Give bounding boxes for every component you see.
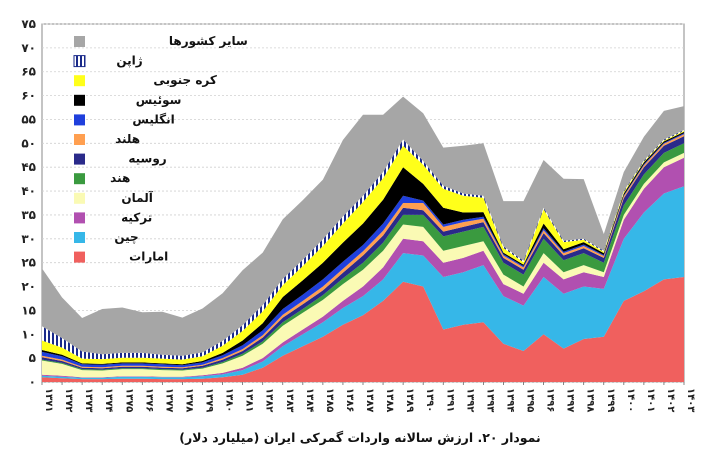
x-tick-label: ۱۴۰۰ [625,388,636,412]
x-tick-label: ۱۴۰۲ [665,388,676,412]
x-tick-label: ۱۳۸۴ [304,388,315,412]
legend-label: سایر کشورها [169,34,248,49]
x-tick-label: ۱۳۷۴ [103,388,114,412]
x-tick-label: ۱۳۷۵ [123,388,134,412]
y-tick-label: ۷۵ [21,17,36,31]
y-tick-label: ۲۵ [21,256,36,270]
legend-label: روسیه [128,152,166,167]
y-tick-label: ۳۰ [21,232,36,246]
series-area [42,277,684,382]
x-tick-label: ۱۳۹۶ [545,388,556,412]
x-tick-label: ۱۳۹۰ [424,388,435,412]
legend-label: امارات [129,250,168,264]
x-tick-label: ۱۳۸۹ [404,388,415,412]
x-tick-label: ۱۳۹۸ [585,388,596,412]
x-tick-label: ۱۳۹۷ [565,388,576,412]
chart-caption: نمودار ۲۰. ارزش سالانه واردات گمرکی ایرا… [179,430,541,445]
x-tick-label: ۱۳۸۱ [244,388,255,412]
x-tick-label: ۱۳۷۱ [43,388,54,412]
x-tick-label: ۱۳۹۱ [444,388,455,412]
legend-swatch [74,173,85,185]
y-tick-label: ۱۰ [21,327,36,341]
x-tick-label: ۱۳۷۸ [183,388,194,412]
legend-label: آلمان [121,190,153,205]
y-tick-label: ۶۵ [21,65,36,79]
legend-label: ژاپن [116,54,142,68]
legend-swatch [74,36,85,47]
series-areas [42,96,684,382]
x-tick-label: ۱۳۹۳ [484,388,495,412]
legend-swatch [74,134,85,145]
legend-label: هند [110,171,130,185]
x-tick-label: ۱۳۸۸ [384,388,395,412]
y-tick-label: ۴۰ [21,184,36,198]
y-tick-label: ۳۵ [21,208,36,222]
y-tick-label: ۷۰ [21,41,36,55]
series-area [42,143,684,371]
legend-swatch [74,232,85,243]
x-tick-label: ۱۳۷۷ [163,388,174,412]
x-tick-label: ۱۳۹۵ [525,388,536,412]
y-tick-label: ۰ [29,375,36,389]
y-tick-label: ۵۵ [21,112,36,126]
y-tick-label: ۵ [29,351,36,365]
x-tick-label: ۱۳۸۲ [264,388,275,412]
legend-label: سوئیس [136,93,182,108]
legend-label: انگلیس [132,112,174,126]
x-tick-label: ۱۳۷۲ [63,388,74,412]
legend-label: هلند [115,132,140,146]
legend-swatch [73,55,86,68]
x-tick-label: ۱۳۷۳ [83,388,94,412]
x-tick-label: ۱۳۸۵ [324,388,335,412]
legend-label: کره جنوبی [153,73,216,88]
legend-swatch [74,212,85,224]
legend-label: چین [114,230,138,244]
x-tick-label: ۱۳۷۶ [143,388,154,412]
x-tick-label: ۱۳۸۷ [364,388,375,412]
y-axis: ۰ ۵ ۱۰ ۱۵ ۲۰ ۲۵ ۳۰ ۳۵ ۴۰ ۴۵ ۵۰ ۵۵ ۶۰ ۶۵ ۷۰ ۷۵ [21,17,36,389]
x-tick-label: ۱۳۹۹ [605,388,616,412]
x-axis: ۱۳۷۱ ۱۳۷۲ ۱۳۷۳ ۱۳۷۴ ۱۳۷۵ ۱۳۷۶ ۱۳۷۷ ۱۳۷۸ ۱۳۷۹ ۱۳۸۰… [41,382,696,412]
series-area [42,134,684,369]
legend-label: ترکیه [121,210,152,224]
x-tick-label: ۱۴۰۳ [685,388,696,412]
series-area [42,133,684,368]
y-tick-label: ۲۰ [21,280,36,294]
legend-swatch [74,192,85,204]
y-tick-label: ۴۵ [21,160,36,174]
legend-swatch [74,94,85,106]
x-tick-label: ۱۳۹۲ [464,388,475,412]
series-area [42,152,684,378]
y-tick-label: ۵۰ [21,136,36,150]
legend-swatch [74,114,85,126]
legend: سایر کشورها ژاپن کره جنوبی سوئیس انگلیس هلند ر… [73,34,248,264]
y-tick-label: ۱۵ [21,303,36,317]
legend-swatch [74,251,85,263]
legend-swatch [74,153,85,165]
x-tick-label: ۱۳۸۶ [344,388,355,412]
x-tick-label: ۱۳۹۴ [504,388,515,412]
x-tick-label: ۱۳۸۳ [284,388,295,412]
x-tick-label: ۱۳۷۹ [204,388,215,412]
series-area [42,96,684,356]
legend-swatch [74,75,85,87]
x-tick-label: ۱۴۰۱ [645,388,656,412]
x-tick-label: ۱۳۸۰ [224,388,235,412]
series-area [42,186,684,380]
y-tick-label: ۶۰ [21,89,36,103]
